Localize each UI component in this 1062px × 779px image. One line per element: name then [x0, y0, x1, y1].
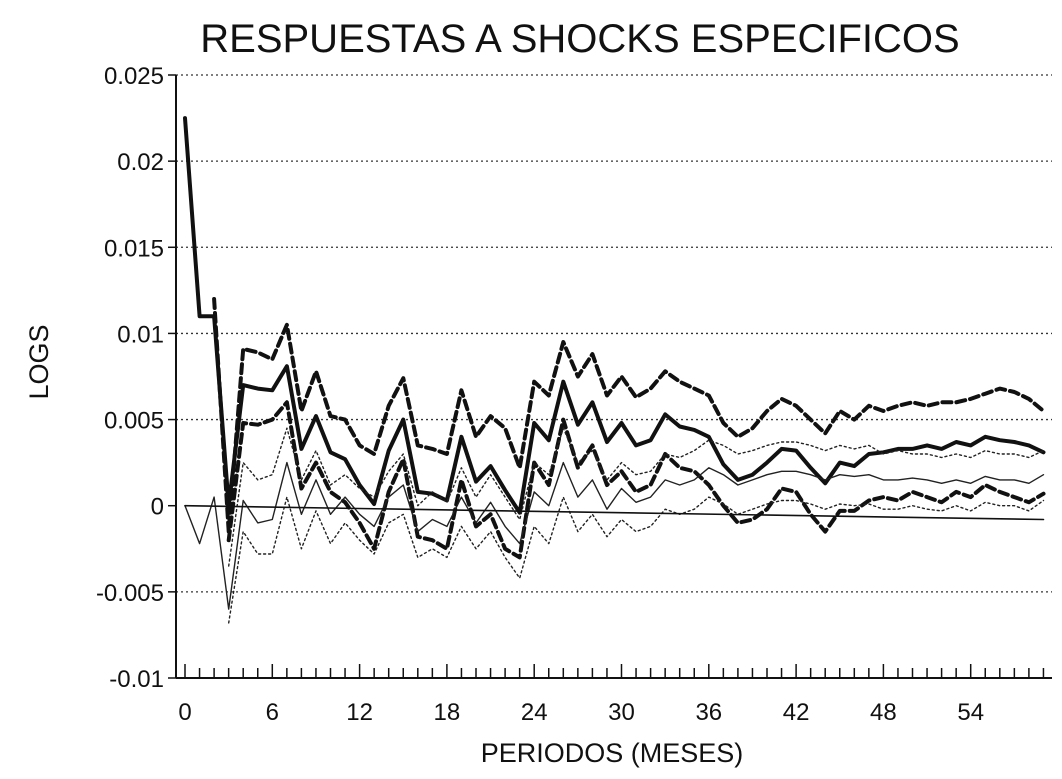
- series-line-thick-dashed-lower: [226, 400, 1046, 560]
- y-tick-label: 0.01: [117, 321, 164, 348]
- x-tick-label: 42: [783, 699, 810, 726]
- x-tick-label: 18: [434, 699, 461, 726]
- x-tick-label: 12: [346, 699, 373, 726]
- series-line-thin-dotted-upper: [228, 427, 1045, 567]
- series-line-thin-dotted-lower: [228, 496, 1045, 624]
- y-tick-label: 0.015: [104, 235, 164, 262]
- x-tick-label: 24: [521, 699, 548, 726]
- x-tick-label: 30: [608, 699, 635, 726]
- y-axis-label: LOGS: [24, 324, 54, 399]
- grid-layer: [176, 74, 1052, 593]
- y-tick-label: 0: [151, 494, 164, 521]
- axis-layer: [175, 75, 1052, 679]
- series-line-zero-line: [184, 504, 1045, 521]
- series-layer: [183, 116, 1046, 624]
- x-tick-label: 54: [957, 699, 984, 726]
- y-tick-label: 0.005: [104, 408, 164, 435]
- x-tick-label: 0: [178, 699, 191, 726]
- x-tick-label: 6: [266, 699, 279, 726]
- x-tick-label: 48: [870, 699, 897, 726]
- y-tick-label: 0.025: [104, 63, 164, 90]
- series-line-thick-solid: [183, 116, 1046, 515]
- x-tick-label: 36: [695, 699, 722, 726]
- series-line-thick-dashed-upper: [212, 297, 1046, 534]
- chart-title: RESPUESTAS A SHOCKS ESPECIFICOS: [200, 17, 959, 61]
- y-tick-label: -0.005: [96, 580, 164, 607]
- y-tick-label: -0.01: [109, 666, 164, 693]
- y-tick-label: 0.02: [117, 149, 164, 176]
- tick-layer: -0.01 -0.005 0 0.005 0.01 0.015 0.02 0.025 0 6 12 1…: [96, 63, 1045, 726]
- x-axis-label: PERIODOS (MESES): [481, 738, 744, 768]
